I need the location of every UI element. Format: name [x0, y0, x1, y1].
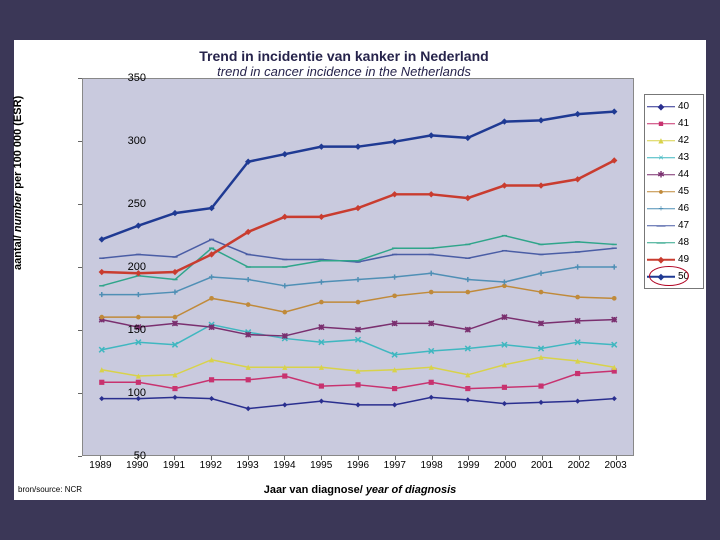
- legend-label: 43: [678, 152, 689, 163]
- x-tick-mark: [579, 456, 580, 460]
- x-tick-mark: [468, 456, 469, 460]
- x-tick-mark: [137, 456, 138, 460]
- y-tick-label: 100: [128, 387, 146, 399]
- x-tick-mark: [432, 456, 433, 460]
- y-tick-mark: [78, 204, 82, 205]
- x-tick-label: 1991: [163, 460, 185, 471]
- legend-label: 48: [678, 237, 689, 248]
- x-tick-mark: [395, 456, 396, 460]
- series-40: [99, 395, 617, 411]
- legend-item-46: +46: [647, 200, 701, 217]
- legend-label: 42: [678, 135, 689, 146]
- legend-label: 46: [678, 203, 689, 214]
- legend-label: 45: [678, 186, 689, 197]
- source-attribution: bron/source: NCR: [18, 485, 82, 494]
- x-tick-mark: [284, 456, 285, 460]
- x-tick-label: 2001: [531, 460, 553, 471]
- chart-panel: Trend in incidentie van kanker in Nederl…: [14, 40, 706, 500]
- x-tick-mark: [358, 456, 359, 460]
- legend: ◆40■41▲42×43✱44●45+46—47—48◆49◆50: [644, 94, 704, 289]
- x-tick-label: 1993: [236, 460, 258, 471]
- series-49: [99, 157, 618, 276]
- legend-label: 50: [678, 271, 689, 282]
- series-42: [99, 355, 617, 379]
- y-tick-mark: [78, 141, 82, 142]
- x-tick-label: 1998: [420, 460, 442, 471]
- x-tick-label: 1997: [384, 460, 406, 471]
- y-tick-label: 150: [128, 324, 146, 336]
- y-tick-label: 300: [128, 135, 146, 147]
- legend-item-48: —48: [647, 234, 701, 251]
- x-tick-label: 1990: [126, 460, 148, 471]
- legend-item-40: ◆40: [647, 98, 701, 115]
- y-tick-mark: [78, 456, 82, 457]
- legend-label: 44: [678, 169, 689, 180]
- y-tick-mark: [78, 267, 82, 268]
- x-axis-label: Jaar van diagnose/ year of diagnosis: [14, 484, 706, 496]
- x-tick-label: 1989: [89, 460, 111, 471]
- x-tick-label: 2000: [494, 460, 516, 471]
- x-tick-mark: [505, 456, 506, 460]
- legend-label: 49: [678, 254, 689, 265]
- legend-label: 41: [678, 118, 689, 129]
- y-tick-label: 200: [128, 261, 146, 273]
- legend-item-41: ■41: [647, 115, 701, 132]
- chart-title: Trend in incidentie van kanker in Nederl…: [134, 48, 554, 79]
- title-line1: Trend in incidentie van kanker in Nederl…: [134, 48, 554, 64]
- series-50: [99, 108, 618, 242]
- x-tick-label: 1995: [310, 460, 332, 471]
- legend-label: 47: [678, 220, 689, 231]
- x-tick-mark: [100, 456, 101, 460]
- line-chart-svg: [83, 79, 633, 455]
- x-tick-label: 1994: [273, 460, 295, 471]
- series-45: [99, 283, 616, 319]
- x-tick-label: 1996: [347, 460, 369, 471]
- legend-item-42: ▲42: [647, 132, 701, 149]
- legend-item-49: ◆49: [647, 251, 701, 268]
- legend-item-44: ✱44: [647, 166, 701, 183]
- x-tick-mark: [248, 456, 249, 460]
- x-tick-label: 1992: [200, 460, 222, 471]
- legend-label: 40: [678, 101, 689, 112]
- title-line2: trend in cancer incidence in the Netherl…: [134, 64, 554, 79]
- x-tick-mark: [616, 456, 617, 460]
- y-tick-label: 250: [128, 198, 146, 210]
- series-47: [99, 239, 617, 262]
- legend-item-50: ◆50: [647, 268, 701, 285]
- x-tick-mark: [174, 456, 175, 460]
- x-tick-label: 1999: [457, 460, 479, 471]
- x-tick-label: 2003: [604, 460, 626, 471]
- x-tick-mark: [321, 456, 322, 460]
- x-tick-label: 2002: [568, 460, 590, 471]
- y-tick-label: 350: [128, 72, 146, 84]
- y-axis-label: aantal/ number per 100 000 (ESR): [12, 96, 24, 270]
- legend-item-45: ●45: [647, 183, 701, 200]
- y-tick-mark: [78, 330, 82, 331]
- legend-item-47: —47: [647, 217, 701, 234]
- x-tick-mark: [211, 456, 212, 460]
- plot-area: [82, 78, 634, 456]
- y-tick-mark: [78, 393, 82, 394]
- x-tick-mark: [542, 456, 543, 460]
- y-tick-mark: [78, 78, 82, 79]
- legend-item-43: ×43: [647, 149, 701, 166]
